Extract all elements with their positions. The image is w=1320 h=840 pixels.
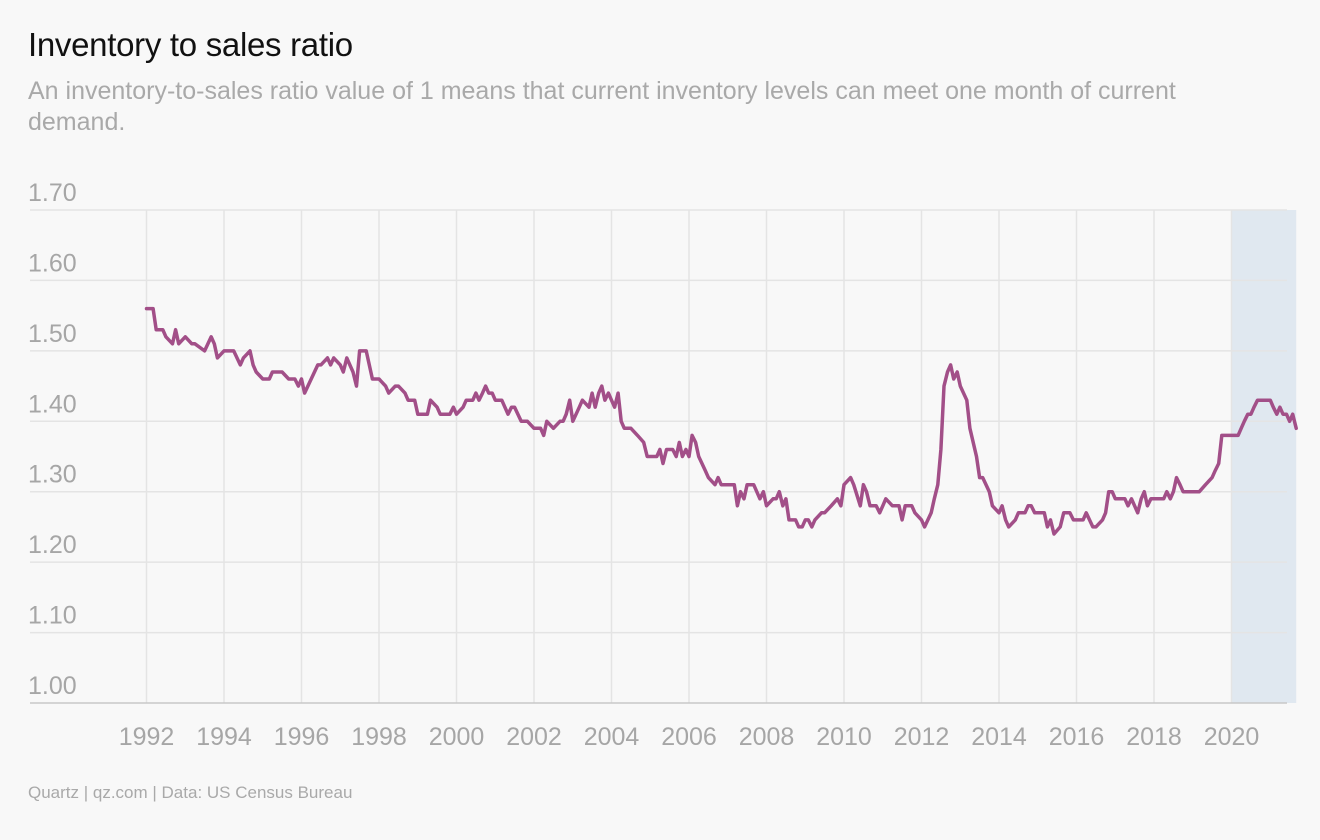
x-tick-label: 1994 <box>196 723 252 751</box>
x-tick-label: 1998 <box>351 723 407 751</box>
y-tick-label: 1.40 <box>28 390 77 418</box>
y-tick-label: 1.70 <box>28 179 77 207</box>
x-gridlines <box>145 210 1233 703</box>
y-tick-label: 1.20 <box>28 531 77 559</box>
series-line <box>144 306 1298 536</box>
x-tick-label: 2010 <box>816 723 872 751</box>
x-tick-label: 2008 <box>739 723 795 751</box>
y-gridlines <box>30 209 1287 634</box>
x-tick-label: 2004 <box>584 723 640 751</box>
line-chart: 1.001.101.201.301.401.501.601.70 1992 199… <box>28 179 1298 751</box>
highlight-band <box>1231 210 1297 703</box>
chart-title: Inventory to sales ratio <box>28 26 353 63</box>
x-tick-label: 2016 <box>1049 723 1105 751</box>
y-tick-label: 1.10 <box>28 602 77 630</box>
x-tick-label: 2006 <box>661 723 717 751</box>
x-tick-label: 2014 <box>971 723 1027 751</box>
x-tick-label: 2018 <box>1126 723 1182 751</box>
y-tick-label: 1.50 <box>28 320 77 348</box>
x-tick-label: 2020 <box>1204 723 1260 751</box>
y-tick-label: 1.30 <box>28 461 77 489</box>
y-axis-tick-labels: 1.00 1.10 1.20 1.30 1.40 1.50 1.60 1.70 <box>28 179 77 700</box>
x-tick-label: 2002 <box>506 723 562 751</box>
x-tick-label: 1992 <box>119 723 175 751</box>
source-footer: Quartz | qz.com | Data: US Census Bureau <box>28 783 353 802</box>
chart-subtitle: An inventory-to-sales ratio value of 1 m… <box>28 77 1176 136</box>
y-tick-label: 1.60 <box>28 249 77 277</box>
x-tick-label: 1996 <box>274 723 330 751</box>
x-tick-label: 2000 <box>429 723 485 751</box>
x-tick-label: 2012 <box>894 723 950 751</box>
y-tick-label: 1.00 <box>28 672 77 700</box>
x-axis-tick-labels: 1992 1994 1996 1998 2000 2002 2004 2006 2008 2010… <box>119 723 1260 751</box>
